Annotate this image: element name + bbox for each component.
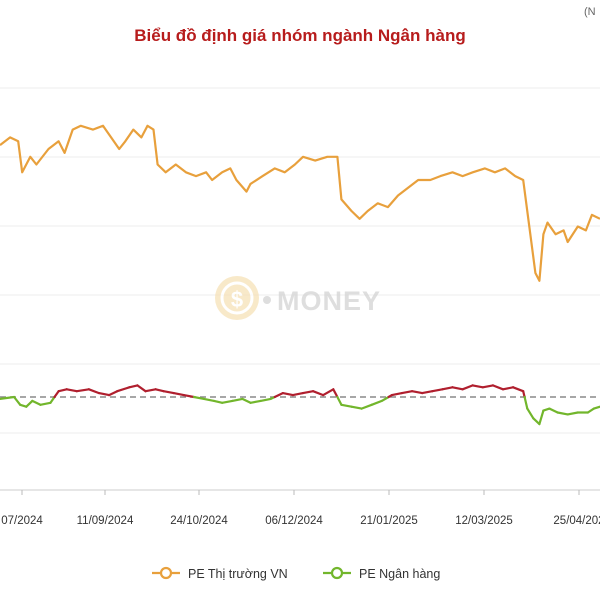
series-segment-pe-bank (481, 384, 494, 389)
series-segment-pe-bank (592, 405, 600, 410)
series-segment-pe-bank (213, 399, 224, 404)
series-segment-pe-bank (25, 399, 34, 408)
series-segment-pe-bank (202, 397, 216, 402)
series-segment-pe-bank (154, 388, 165, 393)
series-segment-pe-bank (532, 417, 541, 426)
x-tick-label: 06/12/2024 (265, 515, 323, 527)
watermark-logo: $ MONEY (215, 276, 381, 320)
series-segment-pe-bank (400, 390, 414, 395)
legend-label-pe-market[interactable]: PE Thị trường VN (188, 567, 288, 581)
series-segment-pe-bank (65, 388, 78, 393)
series-segment-pe-bank (350, 405, 363, 410)
series-segment-pe-bank (53, 390, 60, 399)
series-segment-pe-bank (116, 386, 131, 393)
series-segment-pe-bank (49, 395, 56, 404)
series-segment-pe-bank (322, 388, 335, 397)
series-segment-pe-bank (360, 403, 373, 410)
series-segment-pe-bank (501, 386, 515, 391)
watermark-glyph: $ (231, 287, 243, 312)
series-segment-pe-bank (107, 390, 119, 397)
series-segment-pe-bank (162, 390, 175, 395)
legend-marker-pe-bank (330, 566, 344, 580)
x-tick-label: 11/09/2024 (77, 515, 134, 527)
x-tick-label: 12/03/2025 (455, 515, 513, 527)
series-layer (0, 124, 600, 426)
series-segment-pe-bank (0, 395, 16, 400)
series-segment-pe-bank (390, 392, 404, 397)
series-segment-pe-bank (451, 386, 464, 391)
series-segment-pe-bank (128, 384, 139, 389)
series-segment-pe-bank (471, 384, 484, 389)
series-segment-pe-bank (39, 401, 52, 406)
series-segment-pe-bank (221, 399, 234, 404)
series-segment-pe-bank (380, 395, 390, 402)
x-axis-ticks: 07/2024 11/09/2024 24/10/2024 06/12/2024 21/… (1, 490, 600, 527)
corner-note: (N (584, 6, 596, 18)
series-segment-pe-bank (144, 388, 157, 393)
series-segment-pe-bank (192, 395, 206, 400)
series-segment-pe-bank (556, 411, 569, 416)
grid-lines (0, 87, 600, 434)
series-segment-pe-bank (281, 392, 294, 397)
watermark-dot-icon (263, 296, 271, 304)
series-segment-pe-bank (172, 392, 185, 397)
series-segment-pe-bank (231, 397, 244, 402)
series-segment-pe-bank (241, 397, 252, 404)
legend: PE Thị trường VN PE Ngân hàng (152, 566, 440, 581)
series-segment-pe-bank (566, 411, 579, 416)
series-segment-pe-bank (491, 384, 505, 391)
series-segment-pe-bank (136, 384, 147, 393)
series-segment-pe-bank (461, 384, 474, 391)
series-segment-pe-bank (332, 388, 339, 399)
series-segment-pe-bank (336, 395, 343, 406)
series-segment-pe-bank (511, 386, 525, 393)
series-segment-pe-bank (75, 388, 91, 393)
x-tick-label: 25/04/202 (553, 515, 600, 527)
series-segment-pe-bank (586, 407, 596, 414)
series-segment-pe-bank (340, 403, 353, 408)
series-segment-pe-bank (411, 390, 424, 395)
series-segment-pe-bank (249, 399, 262, 404)
series-segment-pe-bank (312, 390, 325, 397)
x-tick-label: 07/2024 (1, 515, 43, 527)
legend-marker-pe-market (159, 566, 173, 580)
series-segment-pe-bank (538, 409, 545, 426)
series-segment-pe-bank (548, 407, 559, 414)
series-segment-pe-bank (273, 392, 284, 399)
series-line-pe-market (0, 124, 600, 282)
series-segment-pe-bank (421, 390, 434, 395)
series-segment-pe-bank (13, 395, 22, 406)
series-segment-pe-bank (431, 388, 444, 393)
series-segment-pe-bank (301, 390, 315, 395)
series-segment-pe-bank (57, 388, 68, 393)
series-segment-pe-bank (182, 394, 195, 399)
legend-label-pe-bank[interactable]: PE Ngân hàng (359, 567, 440, 581)
series-segment-pe-bank (87, 388, 101, 395)
series-segment-pe-bank (31, 399, 42, 406)
series-segment-pe-bank (97, 392, 111, 397)
series-segment-pe-bank (259, 397, 272, 402)
x-tick-label: 21/01/2025 (360, 515, 418, 527)
x-tick-label: 24/10/2024 (170, 515, 228, 527)
chart-title: Biểu đồ định giá nhóm ngành Ngân hàng (134, 26, 466, 45)
series-segment-pe-bank (370, 399, 383, 406)
series-segment-pe-bank (523, 395, 529, 410)
series-segment-pe-bank (441, 386, 454, 391)
series-segment-pe-bank (526, 407, 535, 420)
watermark-text: MONEY (277, 286, 381, 316)
series-segment-pe-bank (291, 392, 305, 397)
